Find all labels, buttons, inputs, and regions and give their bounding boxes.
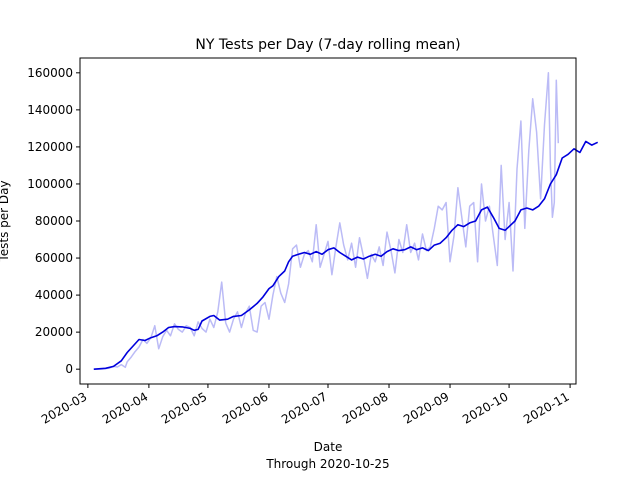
- y-tick-label: 60000: [35, 251, 73, 265]
- chart-title: NY Tests per Day (7-day rolling mean): [195, 37, 460, 53]
- x-tick-label: 2020-03: [39, 389, 89, 426]
- y-tick-label: 80000: [35, 214, 73, 228]
- y-tick-label: 120000: [27, 140, 73, 154]
- x-tick-label: 2020-07: [279, 389, 329, 426]
- y-tick-label: 100000: [27, 177, 73, 191]
- y-tick-label: 0: [65, 362, 73, 376]
- daily-line: [93, 72, 560, 370]
- x-axis: 2020-03 2020-04 2020-05 2020-06 2020-07 2020-…: [39, 384, 572, 427]
- y-tick-label: 160000: [27, 66, 73, 80]
- rolling-series: [93, 140, 599, 370]
- x-tick-label: 2020-06: [220, 389, 270, 426]
- y-tick-label: 40000: [35, 288, 73, 302]
- y-tick-label: 140000: [27, 103, 73, 117]
- y-tick-label: 20000: [35, 325, 73, 339]
- x-tick-label: 2020-11: [521, 389, 571, 426]
- daily-series: [93, 72, 560, 370]
- x-tick-label: 2020-08: [340, 389, 390, 426]
- x-axis-label: Date: [314, 440, 343, 454]
- rolling-line: [93, 140, 599, 370]
- x-tick-label: 2020-10: [460, 389, 510, 426]
- x-tick-label: 2020-04: [100, 389, 150, 426]
- x-tick-label: 2020-05: [159, 389, 209, 426]
- y-axis: 0 20000 40000 60000 80000 100000 120000 140000 1…: [27, 66, 80, 376]
- x-axis-subtitle: Through 2020-10-25: [265, 457, 389, 471]
- y-axis-label: Tests per Day: [0, 180, 11, 262]
- plot-area: [79, 57, 577, 385]
- x-tick-label: 2020-09: [401, 389, 451, 426]
